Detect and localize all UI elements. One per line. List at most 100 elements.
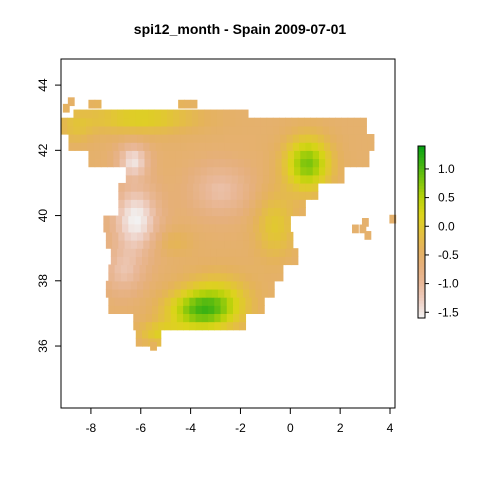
raster-cell xyxy=(150,150,158,160)
raster-cell xyxy=(151,264,159,274)
raster-cell xyxy=(213,150,220,160)
raster-cell xyxy=(145,321,153,331)
raster-cell xyxy=(201,305,209,315)
legend-color-step xyxy=(418,168,425,173)
raster-cell xyxy=(241,125,249,135)
raster-cell xyxy=(195,297,203,306)
raster-cell xyxy=(112,240,119,249)
raster-cell xyxy=(140,223,148,233)
raster-cell xyxy=(154,125,162,135)
raster-cell xyxy=(201,321,209,331)
y-tick-label: 38 xyxy=(36,274,50,288)
raster-cell xyxy=(199,240,207,249)
raster-cell xyxy=(232,305,240,315)
raster-cell xyxy=(292,182,300,192)
raster-cell xyxy=(149,231,157,241)
raster-cell xyxy=(224,280,232,290)
raster-cell xyxy=(142,125,149,135)
raster-cell xyxy=(218,142,225,151)
raster-cell xyxy=(137,207,144,217)
raster-cell xyxy=(174,199,182,208)
raster-cell xyxy=(99,134,107,143)
raster-cell xyxy=(236,231,244,241)
raster-cell xyxy=(286,191,294,200)
raster-cell xyxy=(199,182,207,192)
raster-cell xyxy=(118,142,126,151)
raster-cell xyxy=(317,134,325,143)
raster-cell xyxy=(124,207,132,217)
raster-cell xyxy=(249,142,257,151)
raster-cell xyxy=(204,117,212,127)
raster-cell xyxy=(161,207,169,217)
raster-cell xyxy=(342,142,350,151)
raster-cell xyxy=(214,321,222,331)
raster-cell xyxy=(242,231,250,241)
legend-color-step xyxy=(418,243,425,247)
raster-cell xyxy=(218,199,225,208)
raster-cell xyxy=(143,191,151,200)
raster-cell xyxy=(236,240,244,249)
raster-cell xyxy=(190,99,198,109)
raster-cell xyxy=(239,321,247,331)
raster-cell xyxy=(224,199,232,208)
raster-cell xyxy=(262,158,270,168)
raster-cell xyxy=(240,223,248,233)
raster-cell xyxy=(108,264,116,274)
raster-cell xyxy=(312,174,320,184)
raster-cell xyxy=(323,142,331,151)
raster-cell xyxy=(322,117,330,127)
raster-cell xyxy=(254,117,261,127)
raster-cell xyxy=(275,174,283,184)
raster-cell xyxy=(171,223,179,233)
legend-color-step xyxy=(418,174,425,179)
raster-cell xyxy=(118,182,126,192)
raster-cell xyxy=(310,117,318,127)
raster-cell xyxy=(155,288,163,298)
raster-cell xyxy=(92,125,99,135)
raster-cell xyxy=(166,109,174,119)
raster-cell xyxy=(216,117,224,127)
legend-color-step xyxy=(418,277,425,282)
raster-cell xyxy=(256,158,264,168)
raster-cell xyxy=(151,297,159,306)
raster-cell xyxy=(279,248,286,257)
raster-cell xyxy=(211,199,219,208)
raster-cell xyxy=(198,248,205,257)
raster-cell xyxy=(133,305,141,315)
raster-cell xyxy=(196,215,204,225)
raster-cell xyxy=(132,158,139,168)
raster-cell xyxy=(127,297,134,306)
raster-cell xyxy=(183,264,190,274)
raster-cell xyxy=(257,272,265,282)
raster-cell xyxy=(160,117,168,127)
raster-cell xyxy=(133,297,141,306)
raster-cell xyxy=(230,191,238,200)
raster-cell xyxy=(250,166,258,176)
raster-cell xyxy=(124,191,132,200)
raster-cell xyxy=(168,182,176,192)
raster-cell xyxy=(193,134,200,143)
raster-cell xyxy=(62,103,70,113)
raster-cell xyxy=(194,174,202,184)
raster-cell xyxy=(241,117,249,127)
raster-cell xyxy=(130,207,138,217)
raster-cell xyxy=(224,142,232,151)
raster-cell xyxy=(239,313,247,323)
raster-cell xyxy=(118,134,126,143)
raster-cell xyxy=(150,158,158,168)
raster-cell xyxy=(360,117,367,127)
raster-cell xyxy=(161,280,169,290)
legend-color-step xyxy=(418,217,425,222)
raster-cell xyxy=(247,125,255,135)
raster-cell xyxy=(179,117,187,127)
raster-cell xyxy=(107,150,114,160)
raster-cell xyxy=(267,191,275,200)
raster-cell xyxy=(180,199,188,208)
raster-cell xyxy=(214,305,222,315)
raster-cell xyxy=(137,240,144,249)
raster-cell xyxy=(175,150,183,160)
raster-cell xyxy=(294,174,301,184)
raster-cell xyxy=(145,264,153,274)
legend-color-step xyxy=(418,229,425,233)
raster-cell xyxy=(254,256,261,266)
